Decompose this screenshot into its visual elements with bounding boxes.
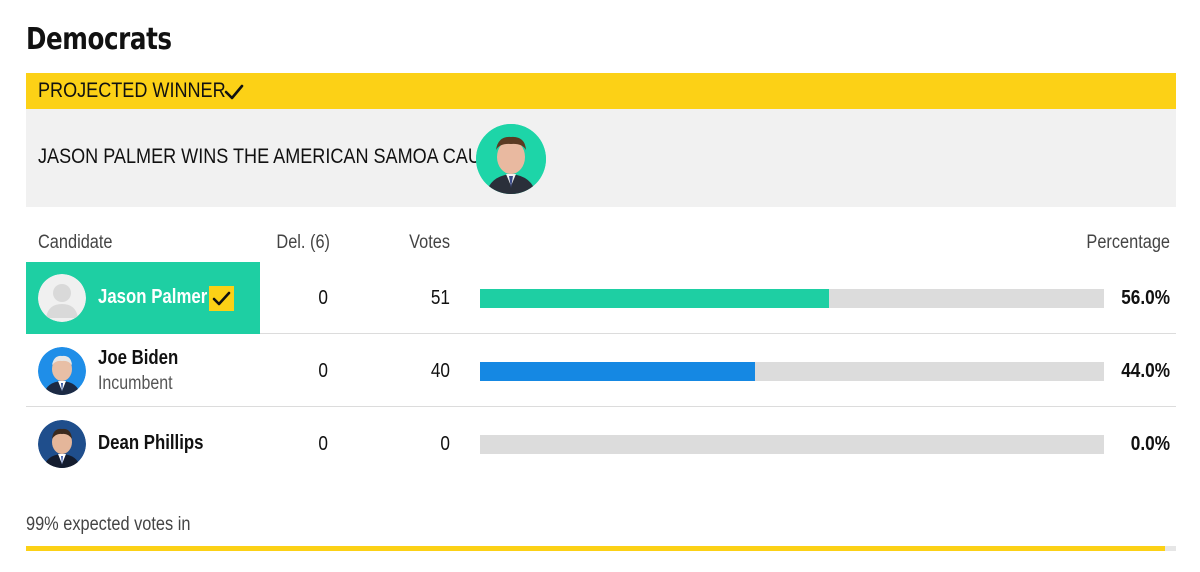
candidate-name: Dean Phillips xyxy=(98,432,204,454)
vote-share-bar xyxy=(480,435,1104,454)
votes-value: 40 xyxy=(430,360,450,382)
candidate-name: Jason Palmer xyxy=(98,286,208,308)
expected-votes-label: 99% expected votes in xyxy=(26,514,191,535)
banner-label: PROJECTED WINNER xyxy=(38,79,226,102)
candidate-cell: Joe Biden Incumbent xyxy=(26,335,260,407)
check-icon xyxy=(224,84,244,100)
candidate-photo-icon xyxy=(38,420,86,468)
percentage-value: 44.0% xyxy=(1121,360,1170,382)
candidate-name: Joe Biden xyxy=(98,347,179,369)
header-percentage: Percentage xyxy=(1086,232,1170,253)
header-votes: Votes xyxy=(409,232,450,253)
page-title: Democrats xyxy=(26,22,172,57)
vote-share-bar xyxy=(480,289,1104,308)
placeholder-avatar-icon xyxy=(38,274,86,322)
delegates-value: 0 xyxy=(318,287,328,309)
winner-panel: JASON PALMER WINS THE AMERICAN SAMOA CAU… xyxy=(26,109,1176,207)
projected-winner-banner: PROJECTED WINNER xyxy=(26,73,1176,109)
votes-value: 0 xyxy=(440,433,450,455)
delegates-value: 0 xyxy=(318,433,328,455)
table-row: Jason Palmer 0 51 56.0% xyxy=(26,262,1176,334)
delegates-value: 0 xyxy=(318,360,328,382)
expected-votes-progress-fill xyxy=(26,546,1165,551)
votes-value: 51 xyxy=(430,287,450,309)
candidate-cell: Dean Phillips xyxy=(26,408,260,480)
header-candidate: Candidate xyxy=(38,232,113,253)
winner-headline: JASON PALMER WINS THE AMERICAN SAMOA CAU… xyxy=(38,145,520,168)
table-row: Dean Phillips 0 0 0.0% xyxy=(26,408,1176,480)
vote-share-fill xyxy=(480,362,755,381)
header-delegates: Del. (6) xyxy=(276,232,330,253)
table-row: Joe Biden Incumbent 0 40 44.0% xyxy=(26,335,1176,407)
incumbent-label: Incumbent xyxy=(98,373,173,394)
vote-share-bar xyxy=(480,362,1104,381)
candidate-cell-winner: Jason Palmer xyxy=(26,262,260,334)
winner-check-icon xyxy=(209,286,234,311)
percentage-value: 0.0% xyxy=(1130,433,1170,455)
expected-votes-progress xyxy=(26,546,1176,551)
percentage-value: 56.0% xyxy=(1121,287,1170,309)
candidate-photo-icon xyxy=(38,347,86,395)
vote-share-fill xyxy=(480,289,830,308)
candidate-photo-icon xyxy=(476,124,546,194)
